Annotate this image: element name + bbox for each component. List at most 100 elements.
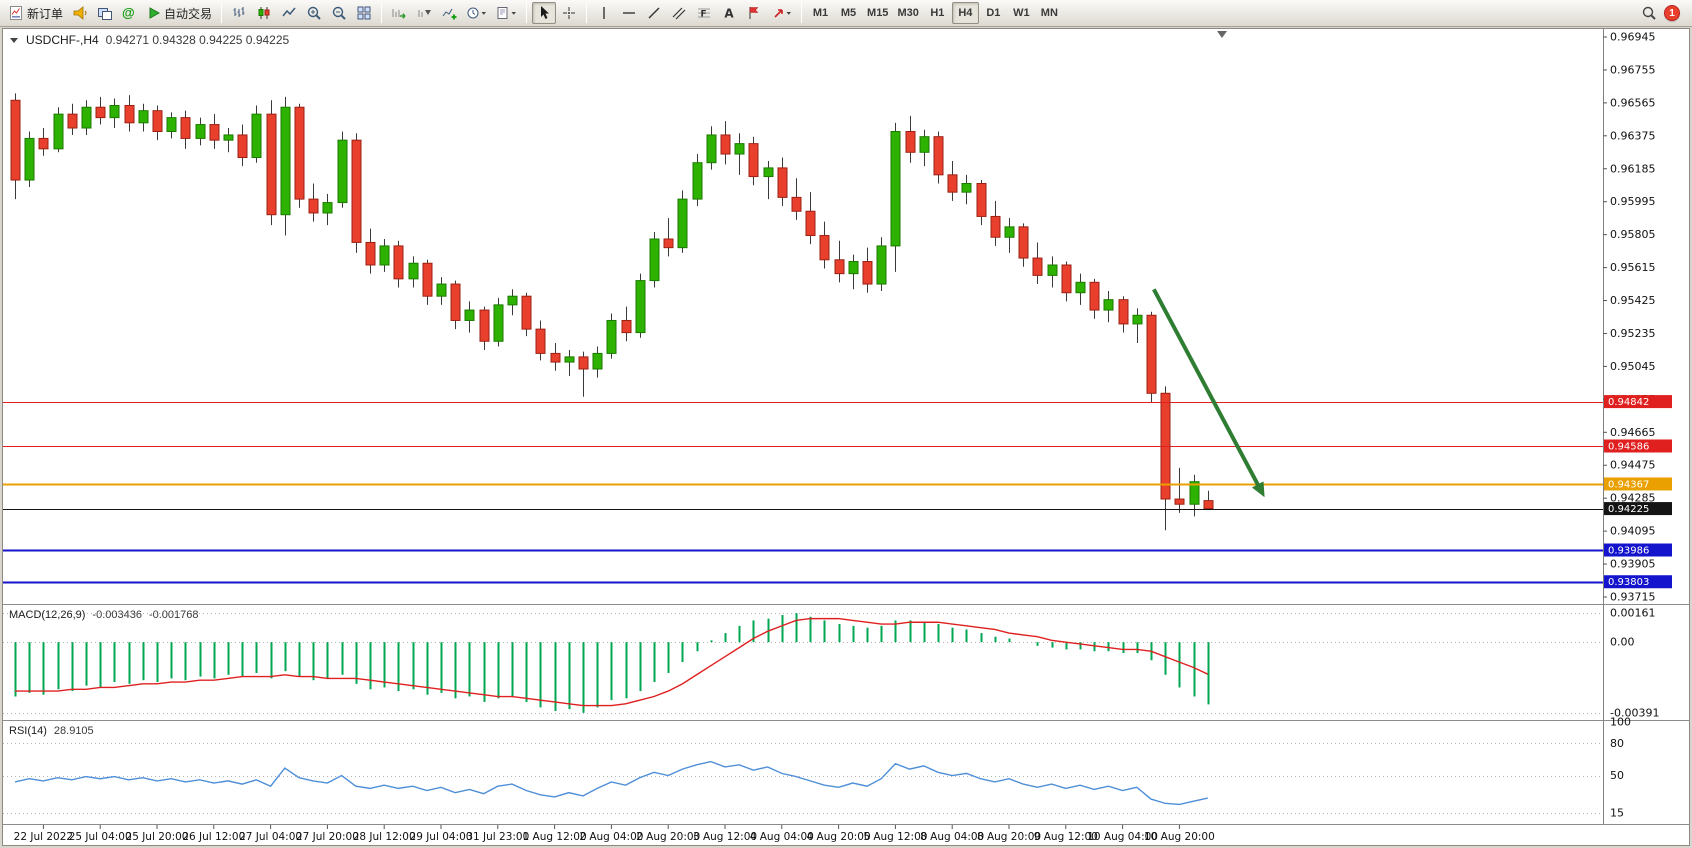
tile-windows-button[interactable]: [352, 2, 376, 24]
chart-shift-icon: [418, 10, 432, 17]
svg-text:0.95805: 0.95805: [1610, 228, 1656, 241]
svg-text:2 Aug 04:00: 2 Aug 04:00: [579, 831, 643, 843]
chart-shift-button[interactable]: [412, 2, 436, 24]
new-order-icon: [10, 6, 22, 20]
clock-icon: [467, 7, 487, 19]
svg-text:0.93715: 0.93715: [1610, 591, 1656, 604]
timeframe-button-mn[interactable]: MN: [1036, 2, 1063, 24]
indicators-button[interactable]: [437, 2, 461, 24]
svg-text:9 Aug 12:00: 9 Aug 12:00: [1034, 831, 1098, 843]
chart-canvas[interactable]: 0.96945 0.96755 0.96565 0.96375 0.96185 0.959…: [3, 29, 1689, 845]
cursor-button[interactable]: [532, 2, 557, 24]
timeframe-button-h1[interactable]: H1: [924, 2, 951, 24]
svg-text:0.96945: 0.96945: [1610, 31, 1656, 44]
zoom-in-button[interactable]: [302, 2, 326, 24]
svg-text:0.93986: 0.93986: [1608, 546, 1649, 557]
timeframe-button-m30[interactable]: M30: [893, 2, 922, 24]
line-chart-icon: [282, 7, 296, 17]
horizontal-line-button[interactable]: [617, 2, 641, 24]
main-toolbar: 新订单 @ 自动交易: [0, 0, 1692, 27]
bar-chart-icon: [233, 7, 245, 17]
svg-text:0.00161: 0.00161: [1610, 607, 1656, 620]
chart-shift-marker: [1217, 31, 1227, 38]
svg-text:0.94095: 0.94095: [1610, 525, 1656, 538]
bar-chart-mode-button[interactable]: [227, 2, 251, 24]
svg-text:0.94665: 0.94665: [1610, 426, 1656, 439]
trendline-button[interactable]: [642, 2, 666, 24]
svg-text:25 Jul 20:00: 25 Jul 20:00: [126, 831, 189, 843]
svg-text:3 Aug 12:00: 3 Aug 12:00: [693, 831, 757, 843]
zoom-out-icon: [332, 6, 346, 20]
news-horn-button[interactable]: [68, 2, 92, 24]
vertical-line-button[interactable]: [592, 2, 616, 24]
svg-text:0.93803: 0.93803: [1608, 577, 1649, 588]
svg-text:0.94285: 0.94285: [1610, 492, 1656, 505]
periods-button[interactable]: [462, 2, 491, 24]
zoom-out-button[interactable]: [327, 2, 351, 24]
fibonacci-icon: F: [698, 8, 711, 20]
svg-text:1 Aug 12:00: 1 Aug 12:00: [523, 831, 587, 843]
flag-icon: [749, 7, 759, 19]
panel-separators: [3, 604, 1689, 825]
search-icon: [1642, 6, 1656, 20]
rsi-layer: [3, 743, 1603, 814]
candlestick-mode-button[interactable]: [252, 2, 276, 24]
svg-text:29 Jul 04:00: 29 Jul 04:00: [410, 831, 473, 843]
text-icon: A: [724, 7, 734, 21]
new-order-label: 新订单: [27, 6, 64, 21]
toolbar-separator: [381, 3, 383, 23]
horn-icon: [73, 6, 87, 20]
timeframe-button-w1[interactable]: W1: [1008, 2, 1035, 24]
indicators-plus-icon: [442, 8, 457, 20]
svg-text:31 Jul 23:00: 31 Jul 23:00: [466, 831, 529, 843]
autotrading-play-icon: [149, 7, 161, 19]
timeframe-button-m1[interactable]: M1: [807, 2, 834, 24]
timeframe-button-m15[interactable]: M15: [863, 2, 892, 24]
horizontal-lines-layer: [3, 402, 1603, 584]
svg-text:15: 15: [1610, 807, 1624, 820]
auto-scroll-icon: [392, 9, 406, 19]
channel-button[interactable]: [667, 2, 691, 24]
svg-text:0.94367: 0.94367: [1608, 479, 1649, 490]
svg-text:25 Jul 04:00: 25 Jul 04:00: [69, 831, 132, 843]
fibonacci-button[interactable]: F: [692, 2, 716, 24]
svg-text:0.96375: 0.96375: [1610, 129, 1656, 142]
notification-badge[interactable]: 1: [1664, 5, 1680, 21]
svg-text:27 Jul 20:00: 27 Jul 20:00: [296, 831, 359, 843]
line-chart-mode-button[interactable]: [277, 2, 301, 24]
autotrading-button[interactable]: 自动交易: [143, 2, 216, 24]
new-order-button[interactable]: 新订单: [4, 2, 67, 24]
text-button[interactable]: A: [717, 2, 741, 24]
svg-text:10 Aug 20:00: 10 Aug 20:00: [1144, 831, 1215, 843]
channel-icon: [672, 7, 686, 20]
svg-text:4 Aug 20:00: 4 Aug 20:00: [807, 831, 871, 843]
search-button[interactable]: [1637, 2, 1661, 24]
auto-scroll-button[interactable]: [387, 2, 411, 24]
svg-text:100: 100: [1610, 716, 1631, 729]
chart-windows-button[interactable]: [93, 2, 117, 24]
templates-button[interactable]: [492, 2, 521, 24]
candles-layer: [10, 93, 1214, 531]
windows-icon: [98, 8, 113, 20]
toolbar-separator: [526, 3, 528, 23]
svg-text:0.95615: 0.95615: [1610, 261, 1656, 274]
svg-text:0.94225: 0.94225: [1608, 504, 1649, 515]
svg-text:10 Aug 04:00: 10 Aug 04:00: [1087, 831, 1158, 843]
svg-text:8 Aug 20:00: 8 Aug 20:00: [977, 831, 1041, 843]
trendline-icon: [648, 7, 660, 19]
crosshair-button[interactable]: [557, 2, 581, 24]
svg-text:8 Aug 04:00: 8 Aug 04:00: [920, 831, 984, 843]
flag-label-button[interactable]: [742, 2, 766, 24]
svg-text:50: 50: [1610, 769, 1624, 782]
svg-text:27 Jul 04:00: 27 Jul 04:00: [239, 831, 302, 843]
svg-text:0.96185: 0.96185: [1610, 162, 1656, 175]
community-button[interactable]: @: [118, 2, 142, 24]
vertical-line-icon: [603, 7, 605, 19]
timeframe-button-d1[interactable]: D1: [980, 2, 1007, 24]
svg-text:0.94586: 0.94586: [1608, 441, 1649, 452]
svg-text:2 Aug 20:00: 2 Aug 20:00: [636, 831, 700, 843]
arrow-tools-button[interactable]: [767, 2, 796, 24]
timeframe-button-h4[interactable]: H4: [951, 2, 979, 24]
timeframe-button-m5[interactable]: M5: [835, 2, 862, 24]
